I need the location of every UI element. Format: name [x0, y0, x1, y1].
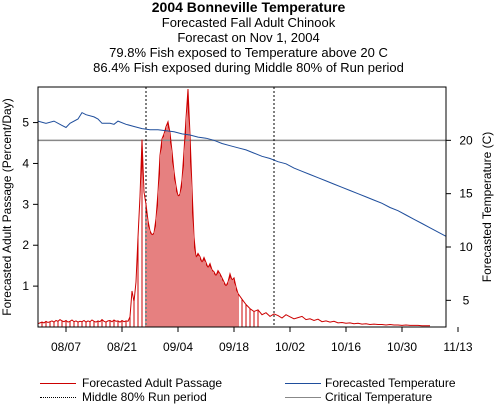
x-tick-label: 11/13 [443, 340, 472, 354]
y-tick-label: 1 [22, 279, 29, 293]
y-tick-label: 4 [22, 156, 29, 170]
chart-title: 2004 Bonneville Temperature [151, 0, 346, 15]
temperature-series-line [37, 111, 447, 237]
left-y-axis: 1 2 3 4 5 [22, 116, 38, 293]
passage-bars [37, 89, 259, 327]
y-tick-label: 2 [22, 238, 29, 252]
passage-series-line [37, 88, 430, 327]
y2-tick-label: 15 [459, 187, 473, 201]
x-tick-label: 08/07 [51, 340, 81, 354]
x-tick-label: 08/21 [107, 340, 137, 354]
right-y-axis: 5 10 15 20 [446, 133, 473, 307]
chart-subtitle-2: Forecast on Nov 1, 2004 [177, 30, 320, 45]
chart-subtitle-3: 79.8% Fish exposed to Temperature above … [109, 45, 388, 60]
right-axis-label: Forecasted Temperature (C) [480, 132, 494, 283]
plot-frame [37, 86, 447, 328]
y2-tick-label: 5 [463, 293, 470, 307]
chart-subtitle-1: Forecasted Fall Adult Chinook [161, 15, 336, 30]
x-tick-label: 10/30 [387, 340, 417, 354]
y2-tick-label: 10 [459, 240, 473, 254]
left-axis-label: Forecasted Adult Passage (Percent/Day) [0, 98, 14, 315]
x-tick-label: 09/18 [219, 340, 249, 354]
chart-titles: 2004 Bonneville Temperature Forecasted F… [0, 0, 497, 75]
chart-subtitle-4: 86.4% Fish exposed during Middle 80% of … [93, 60, 404, 75]
x-axis: 08/07 08/21 09/04 09/18 10/02 10/16 10/30 11/13 [51, 327, 473, 354]
y2-tick-label: 20 [459, 133, 473, 147]
x-tick-label: 10/16 [331, 340, 361, 354]
x-tick-label: 10/02 [275, 340, 305, 354]
y-tick-label: 3 [22, 197, 29, 211]
x-tick-label: 09/04 [163, 340, 193, 354]
y-tick-label: 5 [22, 116, 29, 130]
